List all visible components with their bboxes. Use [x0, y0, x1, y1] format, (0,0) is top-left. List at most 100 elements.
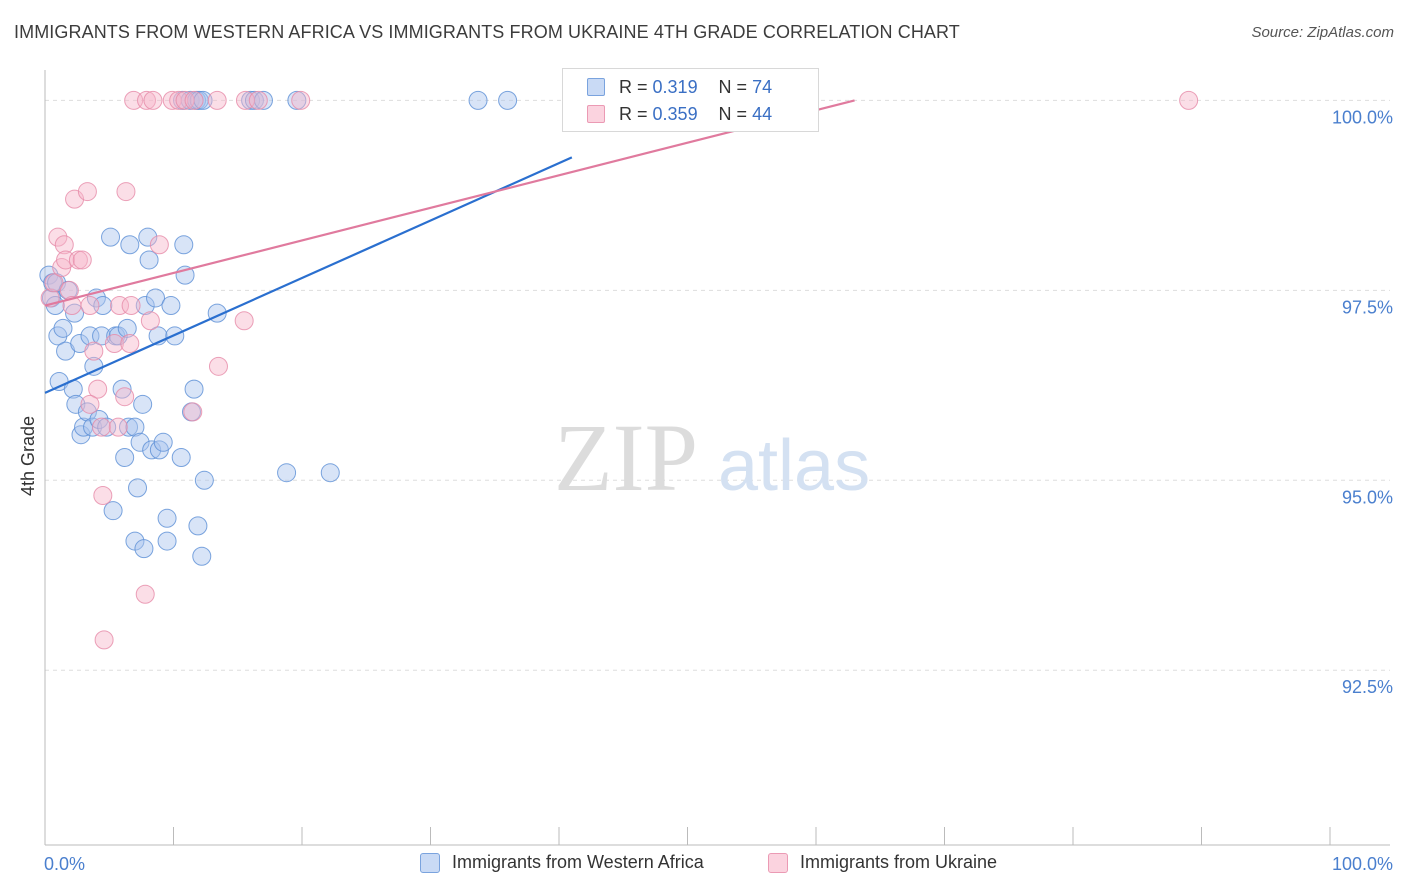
chart-title: IMMIGRANTS FROM WESTERN AFRICA VS IMMIGR…: [14, 22, 960, 42]
point-series1-19: [110, 296, 130, 316]
point-series0-52: [171, 448, 191, 467]
point-series0-34: [125, 417, 145, 437]
series-swatch-western-africa: [420, 852, 440, 873]
point-series0-42: [139, 250, 159, 270]
source-label: Source: ZipAtlas.com: [1251, 24, 1394, 41]
point-series0-59: [192, 546, 212, 566]
point-series0-11: [65, 303, 85, 323]
point-series1-27: [183, 402, 203, 422]
point-series1-22: [120, 334, 140, 354]
trend-lines: [44, 99, 855, 394]
point-series1-28: [208, 356, 228, 376]
point-series0-17: [80, 326, 100, 346]
point-series0-53: [174, 235, 194, 255]
point-series0-14: [71, 425, 91, 445]
point-series0-26: [103, 501, 123, 521]
point-series0-32: [119, 417, 139, 437]
point-series0-43: [142, 440, 162, 460]
point-series1-17: [104, 334, 124, 354]
point-series1-24: [135, 584, 155, 604]
point-series0-70: [277, 463, 297, 483]
point-series0-41: [138, 227, 158, 247]
point-series1-34: [169, 90, 189, 110]
point-series0-56: [184, 379, 204, 399]
point-series1-10: [77, 182, 97, 202]
point-series0-72: [468, 90, 488, 110]
point-series1-43: [62, 296, 82, 316]
point-series0-36: [128, 478, 148, 498]
point-series0-73: [498, 90, 518, 110]
point-series0-49: [157, 508, 177, 528]
point-series0-29: [112, 379, 132, 399]
y-tick-label-1: 97.5%: [1342, 297, 1393, 317]
point-series1-1: [44, 273, 64, 293]
trend-line-series0: [44, 156, 573, 394]
series-legend-ukraine[interactable]: Immigrants from Ukraine: [768, 852, 997, 873]
point-series0-31: [117, 318, 137, 338]
legend-n-label: N =: [718, 103, 748, 124]
point-series1-29: [234, 311, 254, 331]
legend-n-label: N =: [718, 76, 748, 97]
point-series0-71: [320, 463, 340, 483]
series-label-western-africa: Immigrants from Western Africa: [452, 852, 704, 872]
point-series1-21: [116, 182, 136, 202]
point-series1-36: [184, 90, 204, 110]
point-series0-7: [53, 318, 73, 338]
y-tick-label-3: 92.5%: [1342, 677, 1393, 697]
point-series1-4: [54, 235, 74, 255]
point-series0-12: [66, 394, 86, 414]
x-tick-label-1: 100.0%: [1332, 854, 1393, 874]
point-series1-9: [72, 250, 92, 270]
legend-swatch-ukraine: [587, 105, 605, 123]
point-series1-31: [137, 90, 157, 110]
point-series0-16: [77, 402, 97, 422]
legend-swatch-western-africa: [587, 78, 605, 96]
point-series1-11: [80, 296, 100, 316]
watermark-atlas: atlas: [718, 426, 870, 506]
data-points: [39, 90, 1199, 650]
point-series1-41: [1179, 90, 1199, 110]
point-series1-40: [291, 90, 311, 110]
series-legend: Immigrants from Western Africa Immigrant…: [0, 852, 1406, 878]
point-series0-24: [97, 417, 117, 437]
point-series0-30: [115, 448, 135, 467]
axes: [44, 70, 1390, 846]
point-series1-13: [88, 379, 108, 399]
watermark-zip: ZIP: [554, 404, 698, 511]
point-series0-57: [188, 516, 208, 536]
watermark: ZIP atlas: [554, 404, 870, 511]
legend-r-value: 0.319: [652, 76, 698, 97]
grid-lines: [45, 99, 1390, 671]
legend-row-ukraine: R = 0.359 N = 44: [587, 102, 772, 126]
point-series0-25: [101, 227, 121, 247]
legend-row-western-africa: R = 0.319 N = 74: [587, 75, 772, 99]
point-series0-58: [194, 470, 214, 490]
point-series1-2: [48, 227, 68, 247]
point-series0-44: [146, 288, 166, 308]
tick-labels: 100.0% 97.5% 95.0% 92.5% 0.0% 100.0%: [44, 107, 1393, 874]
point-series0-38: [133, 394, 153, 414]
point-series1-14: [92, 417, 112, 437]
y-axis-label: 4th Grade: [18, 416, 38, 496]
point-series1-23: [121, 296, 141, 316]
point-series1-20: [115, 387, 135, 407]
trend-line-series1: [44, 99, 855, 307]
y-tick-label-0: 100.0%: [1332, 107, 1393, 127]
point-series1-32: [143, 90, 163, 110]
point-series1-18: [108, 417, 128, 437]
series-swatch-ukraine: [768, 852, 788, 873]
point-series0-39: [134, 539, 154, 559]
point-series0-33: [120, 235, 140, 255]
stats-legend: R = 0.319 N = 74 R = 0.359 N = 44: [562, 68, 819, 132]
point-series0-21: [89, 410, 109, 430]
point-series0-37: [130, 432, 150, 452]
series-legend-western-africa[interactable]: Immigrants from Western Africa: [420, 852, 704, 873]
point-series0-48: [157, 531, 177, 551]
point-series1-16: [94, 630, 114, 650]
legend-r-label: R =: [619, 76, 648, 97]
x-tick-label-0: 0.0%: [44, 854, 85, 874]
point-series1-15: [93, 485, 113, 505]
series-label-ukraine: Immigrants from Ukraine: [800, 852, 998, 872]
y-tick-label-2: 95.0%: [1342, 487, 1393, 507]
